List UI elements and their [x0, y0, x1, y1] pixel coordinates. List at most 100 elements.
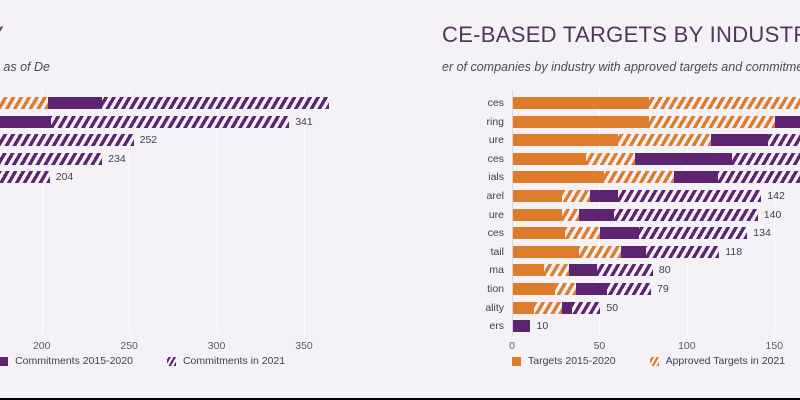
stacked-bar[interactable]: 134 [513, 227, 771, 240]
legend-item[interactable]: Approved Targets in 2021 [649, 355, 785, 367]
bar-segment[interactable] [645, 245, 720, 258]
stacked-bar[interactable]: 341 [0, 115, 313, 128]
bar-segment[interactable] [614, 208, 758, 221]
legend-item[interactable]: Commitments 2015-2020 [0, 355, 133, 367]
legend-item[interactable]: Targets 2015-2020 [512, 355, 616, 367]
stacked-bar[interactable]: 118 [513, 245, 742, 258]
bar-segment[interactable] [710, 134, 769, 147]
bar-segment[interactable] [600, 227, 639, 240]
bar-segment[interactable] [572, 301, 601, 314]
stacked-bar[interactable] [0, 97, 330, 109]
stacked-bar[interactable]: 80 [513, 264, 671, 277]
bar-segment[interactable] [565, 227, 601, 240]
bar-segment[interactable] [0, 152, 103, 165]
bar-segment[interactable] [561, 190, 590, 202]
bar-segment[interactable] [589, 190, 618, 202]
bar-row[interactable]: ials204 [0, 168, 304, 186]
bar-segment[interactable] [649, 115, 776, 128]
bar-segment[interactable] [731, 152, 800, 165]
bar-segment[interactable] [768, 134, 800, 147]
stacked-bar[interactable]: 234 [0, 152, 126, 165]
bar-segment[interactable] [617, 190, 762, 202]
bar-segment[interactable] [561, 301, 573, 314]
bar-segment[interactable] [579, 208, 615, 221]
bar-segment[interactable] [0, 97, 48, 109]
bar-segment[interactable] [513, 208, 562, 221]
stacked-bar[interactable]: 79 [513, 283, 669, 295]
bar-segment[interactable] [513, 245, 580, 258]
bar-segment[interactable] [554, 283, 576, 295]
bar-segment[interactable] [544, 264, 569, 277]
stacked-bar[interactable]: 204 [513, 171, 800, 184]
bar-segment[interactable] [596, 264, 653, 277]
bar-segment[interactable] [607, 283, 652, 295]
bar-segment[interactable] [586, 152, 636, 165]
stacked-bar[interactable]: 341 [513, 115, 800, 128]
bar-segment[interactable] [617, 134, 711, 147]
stacked-bar[interactable]: 142 [513, 190, 785, 202]
bar-segment[interactable] [635, 152, 732, 165]
bar-segment[interactable] [568, 264, 597, 277]
bar-segment[interactable] [603, 171, 674, 184]
bar-row[interactable]: ure252 [489, 131, 800, 149]
bar-segment[interactable] [513, 152, 587, 165]
bar-segment[interactable] [513, 190, 562, 202]
bar-row[interactable]: ces [0, 94, 330, 112]
bar-segment[interactable] [513, 320, 531, 333]
stacked-bar[interactable]: 10 [513, 320, 548, 333]
bar-segment[interactable] [621, 245, 646, 258]
bar-row[interactable]: ces234 [0, 150, 304, 168]
bar-segment[interactable] [51, 115, 290, 128]
bar-segment[interactable] [775, 115, 800, 128]
stacked-bar[interactable]: 252 [0, 134, 157, 147]
bar-segment[interactable] [579, 245, 622, 258]
bar-row[interactable]: ring341 [0, 113, 313, 131]
bar-row[interactable]: ure252 [0, 131, 304, 149]
bar-segment[interactable] [102, 97, 330, 109]
bar-segment[interactable] [513, 264, 545, 277]
bar-row[interactable]: ials204 [488, 168, 800, 186]
bar-segment[interactable] [513, 171, 604, 184]
stacked-bar[interactable]: 50 [513, 301, 618, 314]
stacked-bar[interactable] [513, 97, 800, 109]
bar-segment[interactable] [575, 283, 608, 295]
bar-segment[interactable] [638, 227, 748, 240]
bar-segment[interactable] [0, 115, 52, 128]
bar-row[interactable]: ces234 [488, 150, 800, 168]
bar-row[interactable]: ring341 [486, 113, 800, 131]
bar-segment[interactable] [47, 97, 103, 109]
bar-segment[interactable] [513, 97, 650, 109]
bar-segment[interactable] [0, 171, 50, 184]
bar-segment[interactable] [0, 134, 134, 147]
bar-segment[interactable] [513, 134, 618, 147]
bar-segment[interactable] [649, 97, 800, 109]
bar-segment[interactable] [561, 208, 580, 221]
bar-segment[interactable] [533, 301, 562, 314]
bar-segment[interactable] [717, 171, 800, 184]
bar-segment[interactable] [513, 227, 566, 240]
bar-segment[interactable] [673, 171, 718, 184]
bar-segment[interactable] [513, 115, 650, 128]
bar-segment[interactable] [513, 283, 555, 295]
stacked-bar[interactable]: 204 [0, 171, 73, 184]
stacked-bar[interactable]: 140 [513, 208, 781, 221]
bar-segment[interactable] [513, 301, 534, 314]
legend-item[interactable]: Commitments in 2021 [166, 355, 285, 367]
bar-row[interactable]: ces [488, 94, 800, 112]
